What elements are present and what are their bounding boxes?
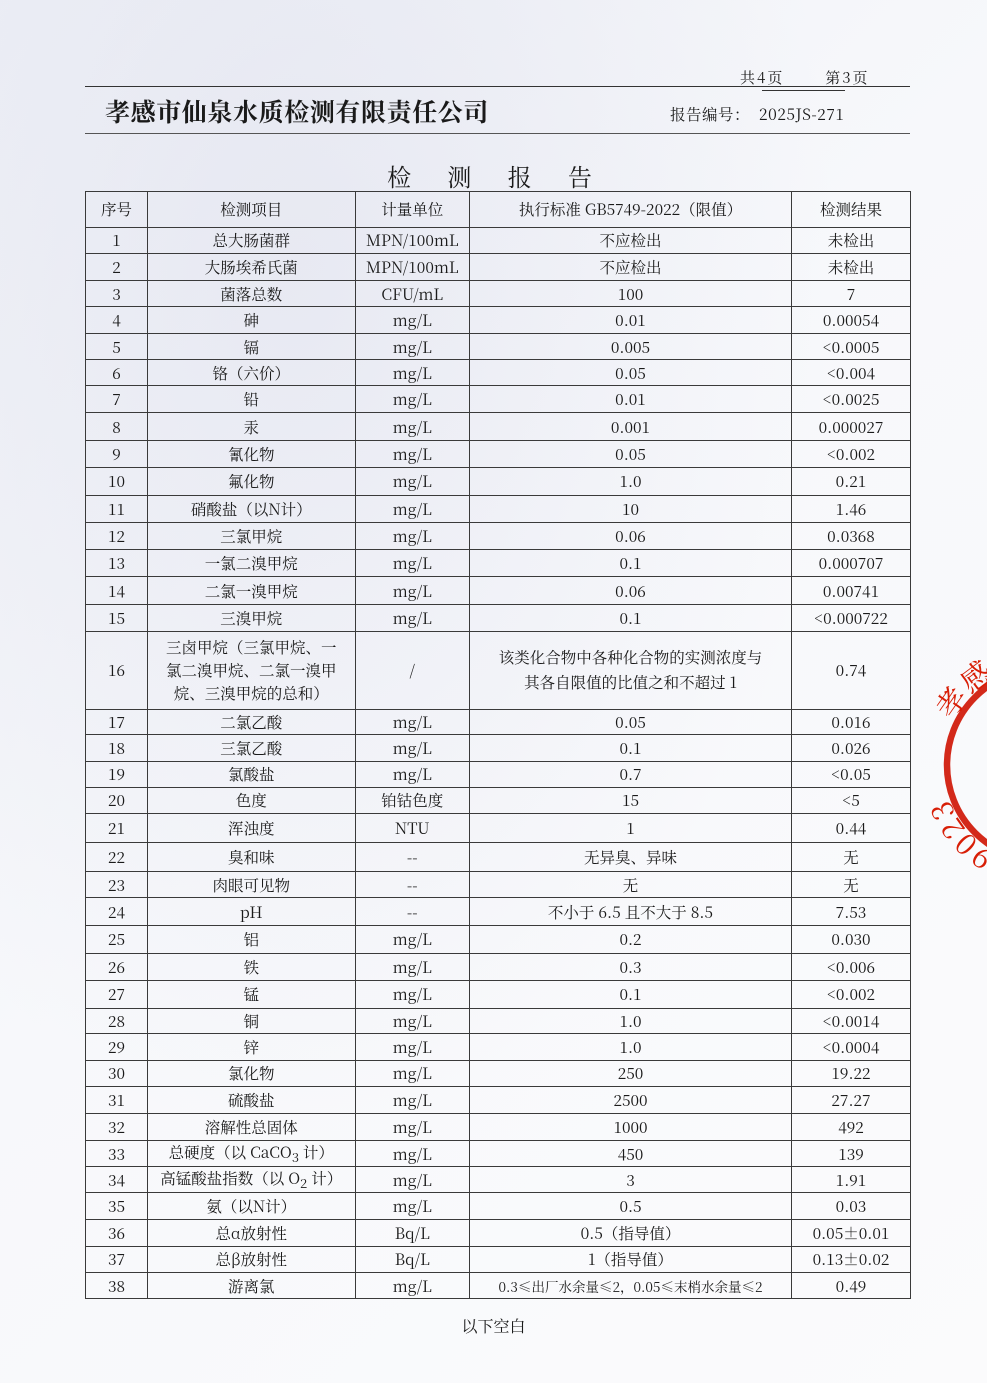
svg-text:孝感市仙泉质监: 孝感市仙泉质监 <box>923 630 987 726</box>
svg-text:检测专用章J9023: 检测专用章J9023 <box>916 794 987 901</box>
